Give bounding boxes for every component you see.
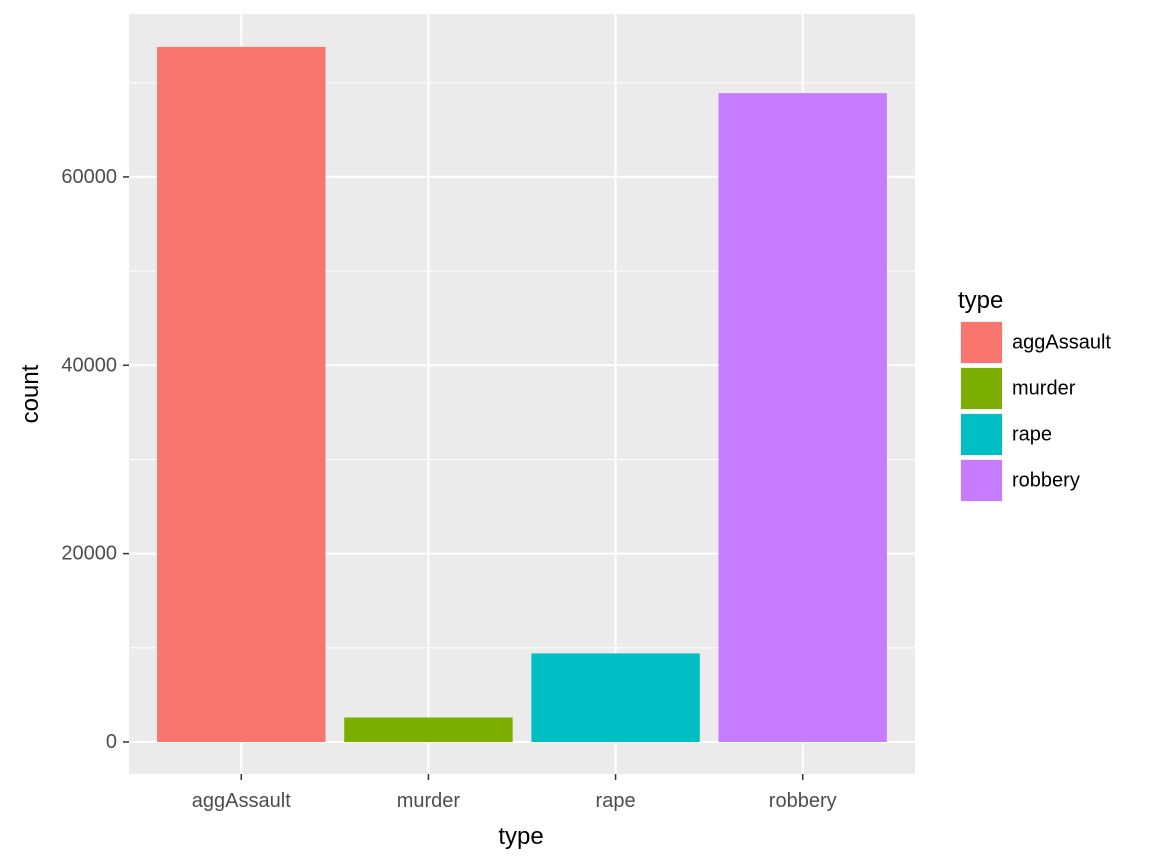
x-axis-title: type (498, 823, 543, 850)
x-tick-label: robbery (769, 790, 837, 812)
y-axis-title: count (17, 364, 44, 423)
legend-label: aggAssault (1012, 332, 1111, 354)
x-tick-label: murder (397, 790, 461, 812)
bar-aggAssault (157, 46, 326, 742)
y-tick-label: 20000 (61, 543, 117, 565)
x-tick-label: aggAssault (192, 790, 291, 812)
legend-swatch (961, 368, 1002, 409)
legend-label: rape (1012, 424, 1052, 446)
bar-murder (344, 717, 513, 742)
x-axis-ticks: aggAssault murder rape robbery (192, 774, 837, 812)
x-tick-label: rape (596, 790, 636, 812)
y-axis-ticks: 0 20000 40000 60000 (61, 166, 129, 753)
bar-robbery (718, 93, 887, 742)
legend-swatch (961, 322, 1002, 363)
legend: type aggAssault murder rape robbery (958, 287, 1111, 502)
y-tick-label: 60000 (61, 166, 117, 188)
legend-swatch (961, 414, 1002, 455)
y-tick-label: 40000 (61, 354, 117, 376)
legend-title: type (958, 287, 1003, 314)
legend-swatch (961, 460, 1002, 501)
bars (157, 46, 887, 742)
y-tick-label: 0 (106, 731, 117, 753)
legend-label: murder (1012, 378, 1076, 400)
bar-rape (531, 653, 700, 742)
legend-label: robbery (1012, 470, 1080, 492)
